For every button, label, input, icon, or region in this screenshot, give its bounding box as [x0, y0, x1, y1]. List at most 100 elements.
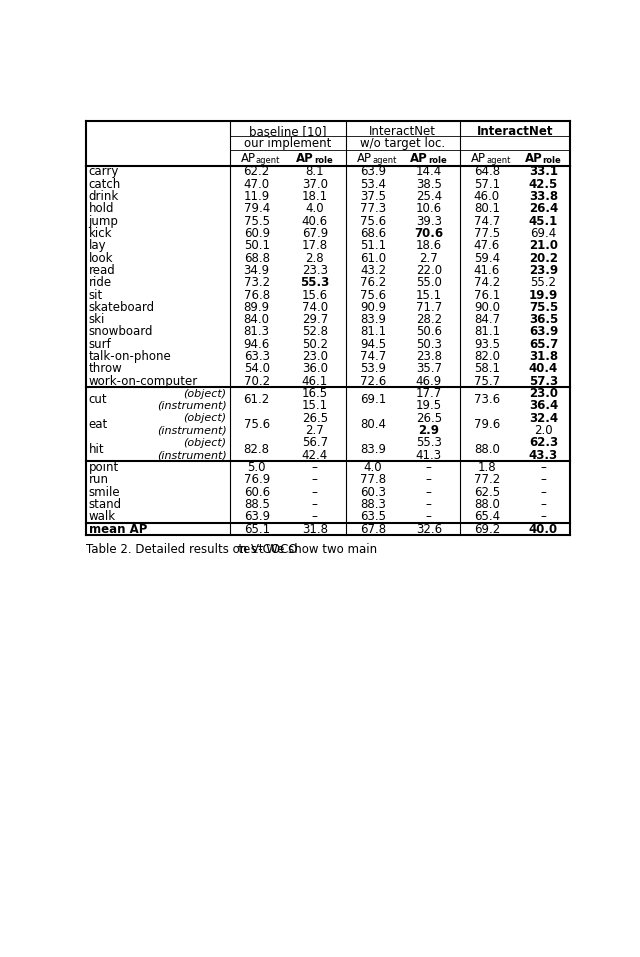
Text: 76.8: 76.8: [244, 288, 270, 301]
Text: 38.5: 38.5: [416, 178, 442, 190]
Text: 54.0: 54.0: [244, 363, 269, 375]
Text: talk-on-phone: talk-on-phone: [88, 350, 172, 363]
Text: AP: AP: [357, 152, 372, 166]
Text: 74.2: 74.2: [474, 277, 500, 289]
Text: 23.0: 23.0: [302, 350, 328, 363]
Text: 36.5: 36.5: [529, 313, 558, 326]
Text: 63.9: 63.9: [360, 166, 386, 178]
Text: baseline [10]: baseline [10]: [249, 125, 326, 138]
Text: 10.6: 10.6: [416, 202, 442, 215]
Text: –: –: [426, 498, 432, 511]
Text: InteractNet: InteractNet: [477, 125, 553, 138]
Text: 60.3: 60.3: [360, 485, 386, 499]
Text: 82.8: 82.8: [244, 442, 269, 456]
Text: 47.6: 47.6: [474, 239, 500, 253]
Text: 50.2: 50.2: [302, 338, 328, 351]
Text: 77.3: 77.3: [360, 202, 386, 215]
Text: 77.8: 77.8: [360, 474, 386, 486]
Text: w/o target loc.: w/o target loc.: [360, 137, 445, 150]
Text: 26.5: 26.5: [302, 412, 328, 425]
Text: 67.9: 67.9: [301, 227, 328, 240]
Text: 8.1: 8.1: [305, 166, 324, 178]
Text: cut: cut: [88, 393, 107, 406]
Text: 21.0: 21.0: [529, 239, 558, 253]
Text: eat: eat: [88, 418, 108, 431]
Text: 79.6: 79.6: [474, 418, 500, 431]
Text: 88.0: 88.0: [474, 442, 500, 456]
Text: jump: jump: [88, 214, 118, 228]
Text: 2.9: 2.9: [419, 424, 439, 437]
Text: 94.5: 94.5: [360, 338, 386, 351]
Text: 62.3: 62.3: [529, 436, 558, 450]
Text: 18.6: 18.6: [416, 239, 442, 253]
Text: 75.5: 75.5: [244, 214, 269, 228]
Text: 51.1: 51.1: [360, 239, 386, 253]
Text: 64.8: 64.8: [474, 166, 500, 178]
Text: 59.4: 59.4: [474, 252, 500, 264]
Text: .  We show two main: . We show two main: [255, 543, 377, 556]
Text: 79.4: 79.4: [244, 202, 270, 215]
Text: 46.9: 46.9: [415, 375, 442, 388]
Text: –: –: [541, 485, 547, 499]
Text: 22.0: 22.0: [416, 264, 442, 277]
Text: 82.0: 82.0: [474, 350, 500, 363]
Text: read: read: [88, 264, 115, 277]
Text: –: –: [312, 498, 318, 511]
Text: agent: agent: [486, 156, 511, 166]
Text: 69.4: 69.4: [531, 227, 557, 240]
Text: 46.1: 46.1: [301, 375, 328, 388]
Text: –: –: [541, 510, 547, 523]
Text: 43.2: 43.2: [360, 264, 386, 277]
Text: 84.7: 84.7: [474, 313, 500, 326]
Text: 61.0: 61.0: [360, 252, 386, 264]
Text: 2.7: 2.7: [305, 424, 324, 437]
Text: 74.7: 74.7: [474, 214, 500, 228]
Text: 41.6: 41.6: [474, 264, 500, 277]
Text: 83.9: 83.9: [360, 313, 386, 326]
Text: ride: ride: [88, 277, 111, 289]
Text: 58.1: 58.1: [474, 363, 500, 375]
Text: 80.1: 80.1: [474, 202, 500, 215]
Text: 57.3: 57.3: [529, 375, 558, 388]
Text: point: point: [88, 461, 119, 474]
Text: skateboard: skateboard: [88, 300, 155, 314]
Text: 50.6: 50.6: [416, 325, 442, 339]
Text: –: –: [541, 498, 547, 511]
Text: –: –: [312, 474, 318, 486]
Text: 25.4: 25.4: [416, 189, 442, 203]
Text: 75.5: 75.5: [529, 300, 558, 314]
Text: 76.9: 76.9: [244, 474, 270, 486]
Text: 57.1: 57.1: [474, 178, 500, 190]
Text: 33.8: 33.8: [529, 189, 558, 203]
Text: carry: carry: [88, 166, 119, 178]
Text: 52.8: 52.8: [302, 325, 328, 339]
Text: 14.4: 14.4: [415, 166, 442, 178]
Text: 4.0: 4.0: [364, 461, 382, 474]
Text: AP: AP: [525, 152, 543, 166]
Text: AP: AP: [471, 152, 486, 166]
Text: 34.9: 34.9: [244, 264, 270, 277]
Text: (object): (object): [183, 389, 227, 398]
Text: 23.8: 23.8: [416, 350, 442, 363]
Text: 26.4: 26.4: [529, 202, 558, 215]
Text: 88.0: 88.0: [474, 498, 500, 511]
Text: AP: AP: [241, 152, 256, 166]
Text: role: role: [428, 156, 447, 166]
Text: 31.8: 31.8: [529, 350, 558, 363]
Text: 90.9: 90.9: [360, 300, 386, 314]
Text: –: –: [312, 510, 318, 523]
Text: 71.7: 71.7: [415, 300, 442, 314]
Text: 56.7: 56.7: [302, 436, 328, 450]
Text: 35.7: 35.7: [416, 363, 442, 375]
Text: –: –: [426, 474, 432, 486]
Text: 63.9: 63.9: [244, 510, 270, 523]
Text: –: –: [312, 461, 318, 474]
Text: 53.9: 53.9: [360, 363, 386, 375]
Text: –: –: [426, 461, 432, 474]
Text: 50.3: 50.3: [416, 338, 442, 351]
Text: 69.1: 69.1: [360, 393, 386, 406]
Text: hit: hit: [88, 442, 104, 456]
Text: look: look: [88, 252, 113, 264]
Text: –: –: [312, 485, 318, 499]
Text: 42.4: 42.4: [301, 449, 328, 461]
